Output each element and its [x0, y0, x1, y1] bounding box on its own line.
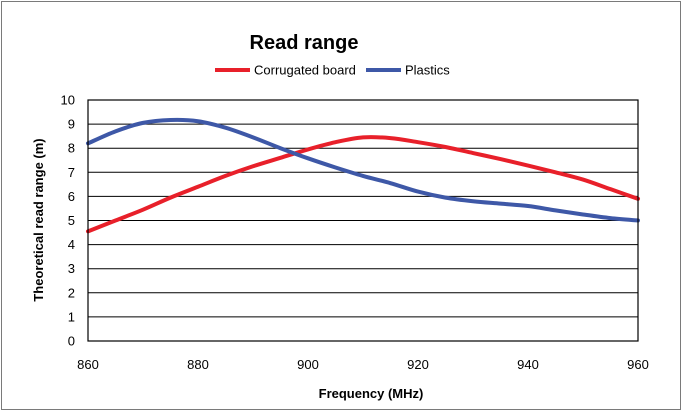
x-axis-ticks: 860 880 900 920 940 960 [77, 357, 649, 372]
y-tick-label-7: 7 [68, 165, 75, 180]
y-tick-label-4: 4 [68, 237, 75, 252]
chart-title: Read range [250, 32, 359, 54]
y-tick-label-9: 9 [68, 117, 75, 132]
x-tick-label-960: 960 [627, 357, 649, 372]
series-line-corrugated-board [86, 135, 640, 234]
y-tick-label-3: 3 [68, 261, 75, 276]
y-axis-ticks: 0 1 2 3 4 5 6 7 8 9 10 [61, 93, 75, 349]
x-axis-label: Frequency (MHz) [319, 386, 424, 401]
y-tick-label-0: 0 [68, 334, 75, 349]
series-line-plastics [86, 117, 640, 223]
y-tick-label-10: 10 [61, 93, 75, 108]
x-tick-label-920: 920 [407, 357, 429, 372]
y-tick-label-5: 5 [68, 213, 75, 228]
plot-area [87, 99, 639, 342]
legend: Corrugated board Plastics [215, 63, 450, 78]
legend-label-plastics: Plastics [405, 63, 450, 78]
series-lines [86, 117, 640, 234]
x-tick-label-860: 860 [77, 357, 99, 372]
gridlines [88, 123, 638, 318]
x-tick-label-880: 880 [187, 357, 209, 372]
y-tick-label-2: 2 [68, 285, 75, 300]
legend-label-corrugated-board: Corrugated board [254, 63, 356, 78]
x-tick-label-900: 900 [297, 357, 319, 372]
x-tick-label-940: 940 [517, 357, 539, 372]
y-axis-label: Theoretical read range (m) [31, 138, 46, 301]
y-tick-label-8: 8 [68, 141, 75, 156]
y-tick-label-6: 6 [68, 189, 75, 204]
y-tick-label-1: 1 [68, 309, 75, 324]
